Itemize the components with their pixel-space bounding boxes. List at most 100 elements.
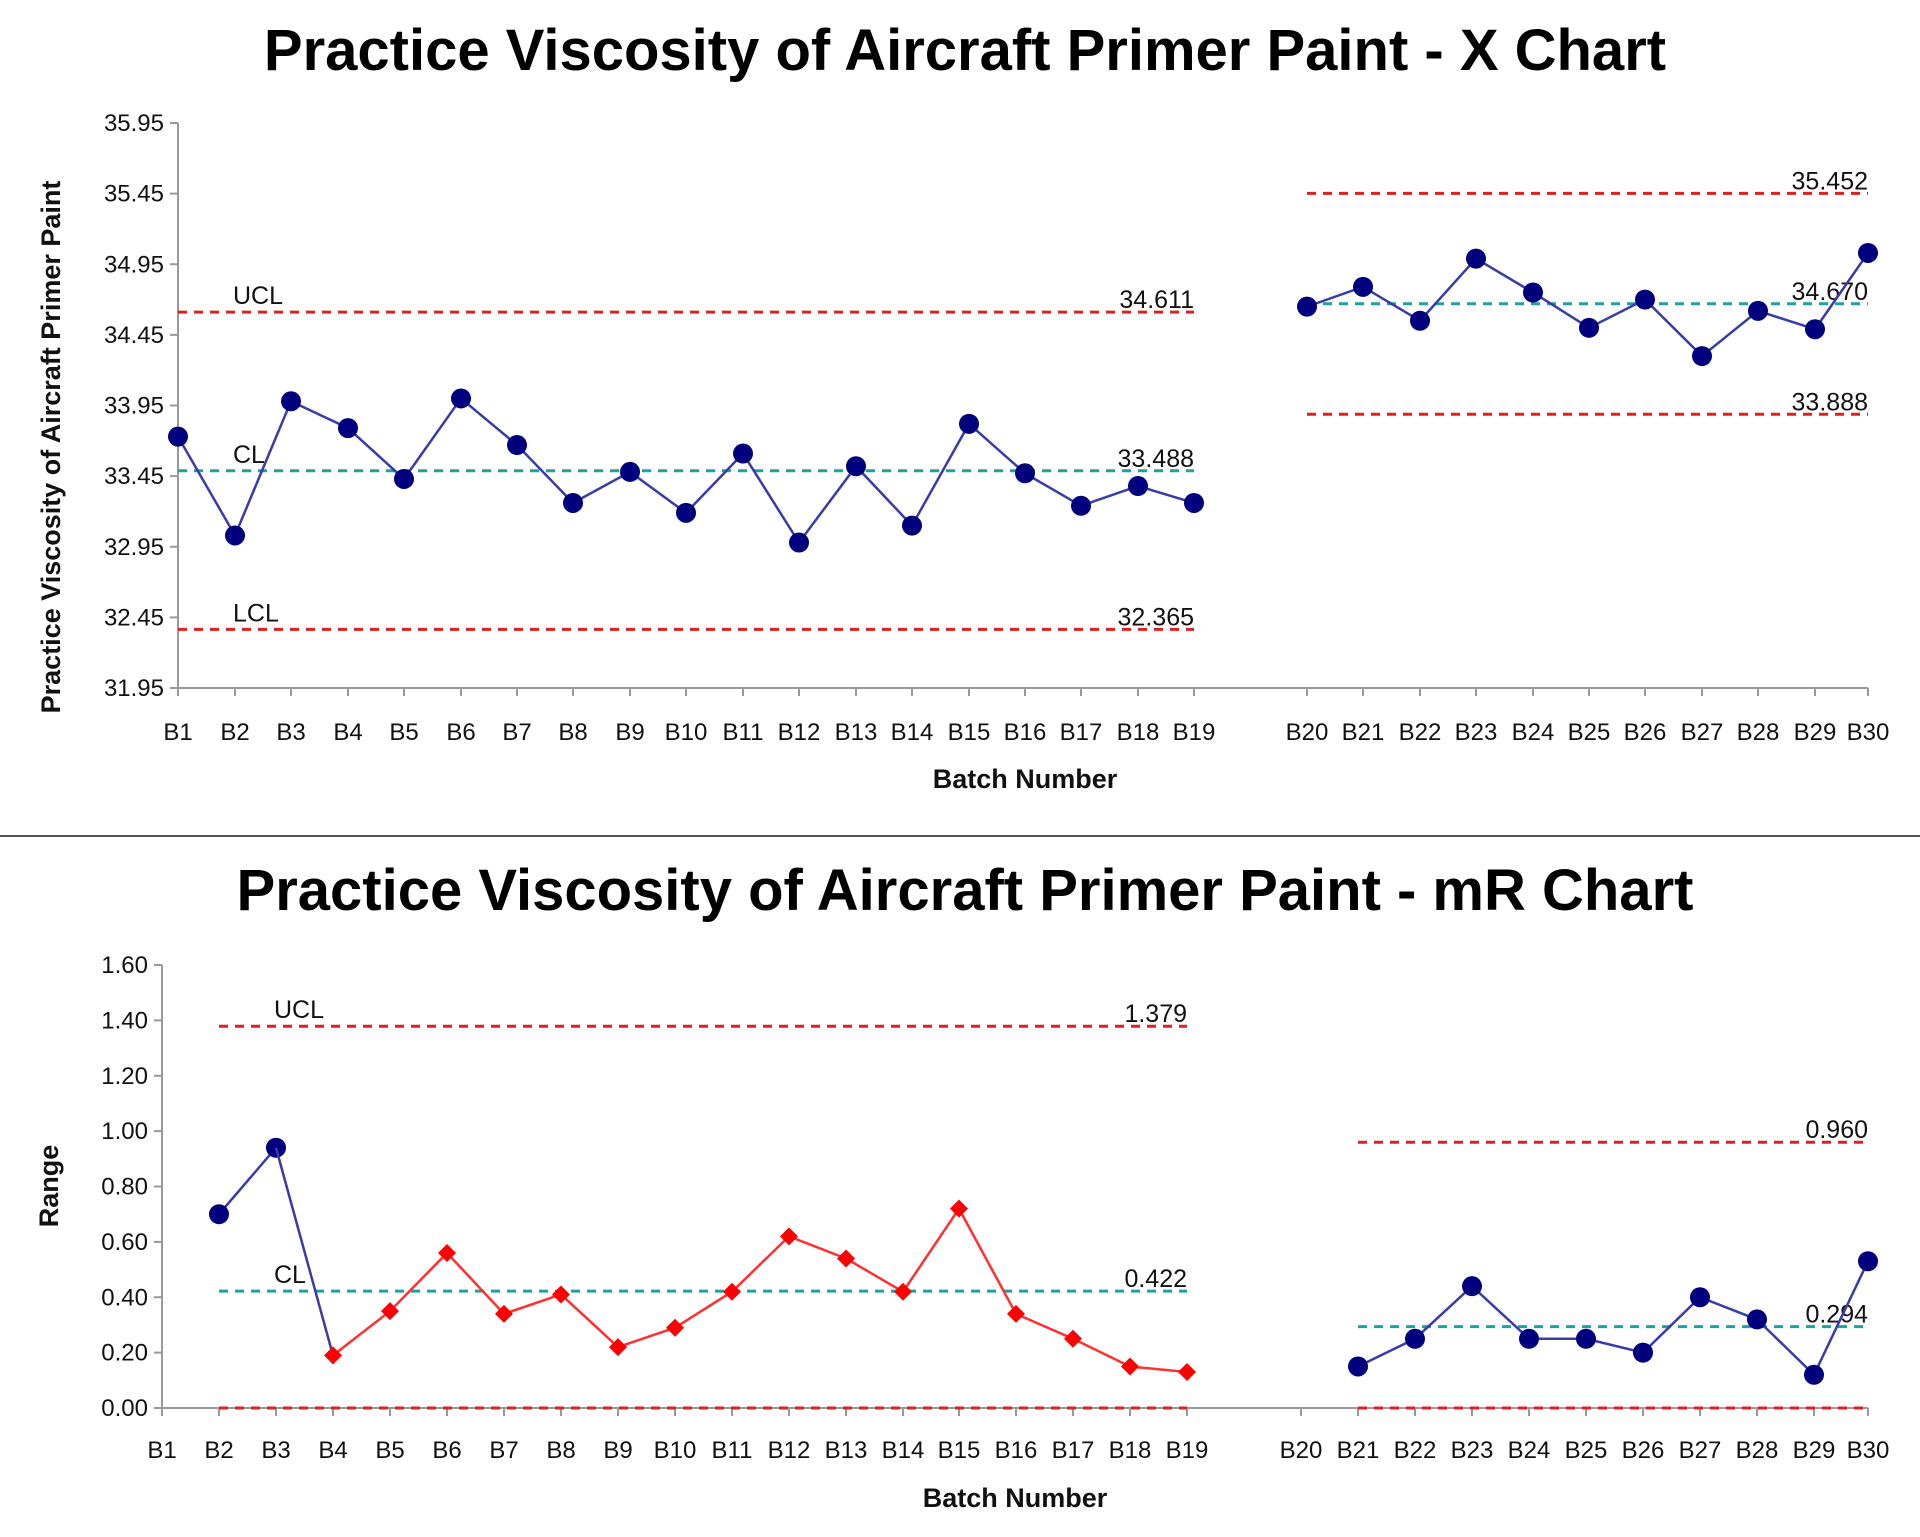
x-chart-y-tick-label: 32.95 — [104, 534, 164, 561]
mr-chart-x-tick-label: B22 — [1394, 1437, 1437, 1464]
mr-chart-x-tick-label: B7 — [489, 1437, 518, 1464]
mr-chart-data-point — [950, 1199, 968, 1218]
x-chart-y-tick-label: 33.45 — [104, 463, 164, 490]
x-chart-data-point — [394, 468, 414, 489]
x-chart-x-tick-label: B28 — [1737, 719, 1780, 746]
x-chart-x-tick-label: B17 — [1060, 719, 1103, 746]
x-chart-data-point — [1015, 463, 1035, 484]
x-chart-data-point — [563, 492, 583, 513]
mr-chart-y-tick-label: 0.20 — [101, 1340, 148, 1367]
x-chart-x-tick-label: B30 — [1847, 719, 1890, 746]
mr-chart-data-point — [438, 1243, 456, 1262]
mr-chart-x-tick-label: B23 — [1451, 1437, 1494, 1464]
x-chart-data-point — [1410, 310, 1430, 331]
x-chart-data-point — [225, 525, 245, 546]
x-chart-x-tick-label: B4 — [333, 719, 362, 746]
mr-chart-data-point — [1462, 1276, 1482, 1297]
x-chart-data-point — [1692, 346, 1712, 367]
x-chart-x-tick-label: B23 — [1455, 719, 1498, 746]
x-chart-data-point — [1635, 289, 1655, 310]
mr-chart-x-tick-label: B29 — [1793, 1437, 1836, 1464]
x-chart-data-point — [507, 435, 527, 456]
x-chart-cl-value: 34.670 — [1792, 278, 1868, 306]
mr-chart-x-axis-label: Batch Number — [923, 1483, 1108, 1513]
mr-chart-x-tick-label: B5 — [375, 1437, 404, 1464]
mr-chart-x-tick-label: B25 — [1565, 1437, 1608, 1464]
x-chart-y-tick-label: 34.45 — [104, 322, 164, 349]
x-chart-x-tick-label: B15 — [948, 719, 991, 746]
mr-chart-x-tick-label: B15 — [938, 1437, 981, 1464]
x-chart-x-tick-label: B22 — [1399, 719, 1442, 746]
mr-chart-series-line — [218, 1146, 277, 1216]
x-chart-data-point — [1128, 476, 1148, 497]
mr-chart-y-tick-label: 1.60 — [101, 952, 148, 979]
mr-chart-y-tick-label: 0.00 — [101, 1395, 148, 1422]
mr-chart-y-tick-label: 0.80 — [101, 1174, 148, 1201]
x-chart-x-tick-label: B8 — [558, 719, 587, 746]
x-chart-data-point — [451, 388, 471, 409]
x-chart-data-point — [1466, 248, 1486, 269]
x-chart-data-point — [959, 413, 979, 434]
x-chart-data-point — [1579, 317, 1599, 338]
x-chart-x-tick-label: B11 — [723, 719, 764, 746]
mr-chart-data-point — [1747, 1309, 1767, 1330]
mr-chart-data-point — [1064, 1329, 1082, 1348]
x-chart-lcl-value: 32.365 — [1118, 603, 1194, 631]
x-chart-y-tick-label: 34.95 — [104, 251, 164, 278]
x-chart-y-tick-label: 31.95 — [104, 675, 164, 702]
mr-chart-x-tick-label: B1 — [147, 1437, 176, 1464]
mr-chart-x-tick-label: B2 — [204, 1437, 233, 1464]
mr-chart-x-tick-label: B10 — [654, 1437, 697, 1464]
x-chart-x-tick-label: B16 — [1004, 719, 1047, 746]
mr-chart-x-tick-label: B30 — [1847, 1437, 1890, 1464]
x-chart-y-tick-label: 32.45 — [104, 604, 164, 631]
mr-chart-cl-value: 0.422 — [1124, 1265, 1187, 1293]
mr-chart-x-tick-label: B19 — [1166, 1437, 1209, 1464]
x-chart-cl-label: CL — [233, 441, 265, 469]
x-chart-data-point — [1748, 300, 1768, 321]
x-chart-data-point — [281, 391, 301, 412]
mr-chart-x-tick-label: B28 — [1736, 1437, 1779, 1464]
x-chart-x-tick-label: B6 — [446, 719, 475, 746]
mr-chart-data-point — [209, 1204, 229, 1225]
x-chart-data-point — [1805, 319, 1825, 340]
mr-chart-data-point — [1348, 1356, 1368, 1377]
x-chart-x-tick-label: B26 — [1624, 719, 1667, 746]
x-chart-data-point — [620, 461, 640, 482]
mr-chart-y-axis-label: Range — [34, 1145, 64, 1228]
mr-chart-x-tick-label: B24 — [1508, 1437, 1551, 1464]
mr-chart-data-point — [609, 1338, 627, 1357]
x-chart-data-point — [1523, 282, 1543, 303]
mr-chart-x-tick-label: B4 — [318, 1437, 347, 1464]
mr-chart-ucl-value: 1.379 — [1124, 1000, 1187, 1028]
mr-chart-data-point — [495, 1304, 513, 1323]
mr-chart-y-tick-label: 1.40 — [101, 1007, 148, 1034]
mr-chart-x-tick-label: B14 — [882, 1437, 925, 1464]
x-chart-x-axis-label: Batch Number — [933, 764, 1118, 794]
mr-chart-title: Practice Viscosity of Aircraft Primer Pa… — [237, 858, 1694, 923]
x-chart-lcl-label: LCL — [233, 599, 279, 627]
mr-chart-x-tick-label: B13 — [825, 1437, 868, 1464]
x-chart-data-point — [1071, 495, 1091, 516]
mr-chart-y-tick-label: 0.40 — [101, 1284, 148, 1311]
x-chart-y-tick-label: 35.95 — [104, 110, 164, 137]
x-chart-data-point — [1184, 492, 1204, 513]
x-chart-data-point — [168, 426, 188, 447]
mr-chart-data-point — [894, 1282, 912, 1301]
mr-chart-x-tick-label: B11 — [712, 1437, 753, 1464]
x-chart-x-tick-label: B25 — [1568, 719, 1611, 746]
mr-chart-data-point — [1576, 1328, 1596, 1349]
x-chart-x-tick-label: B10 — [665, 719, 708, 746]
mr-chart-x-tick-label: B6 — [432, 1437, 461, 1464]
mr-chart-y-tick-label: 0.60 — [101, 1229, 148, 1256]
x-chart-y-tick-label: 33.95 — [104, 393, 164, 420]
x-chart-ucl-label: UCL — [233, 282, 283, 310]
x-chart: Practice Viscosity of Aircraft Primer Pa… — [36, 18, 1889, 794]
mr-chart-cl-label: CL — [274, 1261, 306, 1289]
x-chart-title: Practice Viscosity of Aircraft Primer Pa… — [264, 18, 1666, 83]
x-chart-data-point — [338, 418, 358, 439]
mr-chart-data-point — [1121, 1357, 1139, 1376]
mr-chart-data-point — [723, 1282, 741, 1301]
x-chart-cl-value: 33.488 — [1118, 445, 1194, 473]
x-chart-x-tick-label: B21 — [1342, 719, 1385, 746]
